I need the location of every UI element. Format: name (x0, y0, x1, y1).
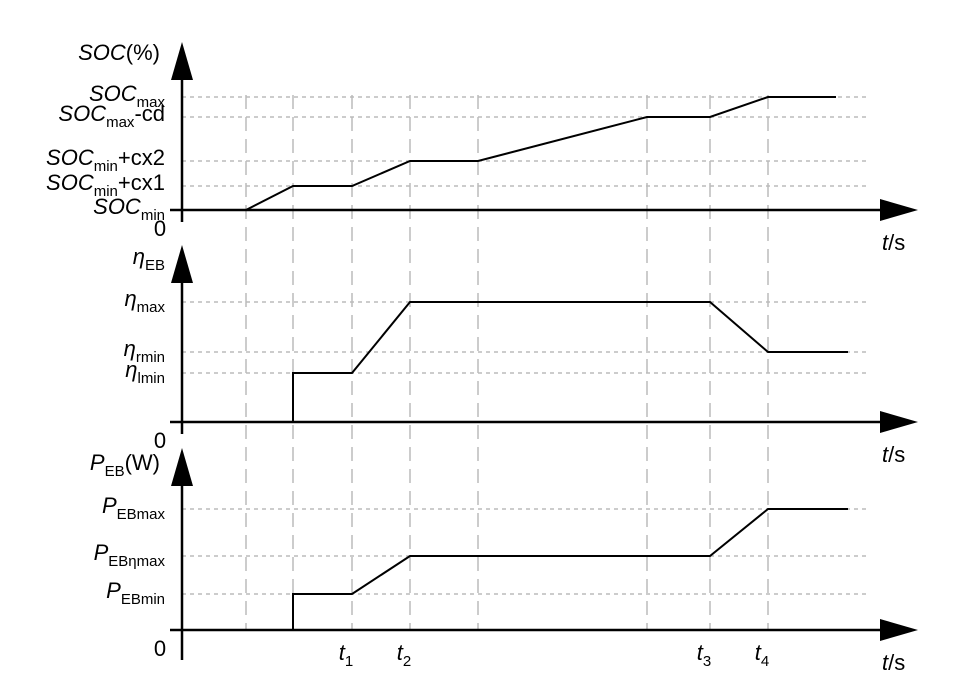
label: SOCmin+cx1 (46, 170, 165, 200)
label-main: P (106, 578, 121, 603)
label-main: η (133, 244, 145, 269)
label-sub: EBηmax (108, 553, 165, 570)
label-sub: max (137, 94, 166, 111)
label-main: SOC (58, 101, 106, 126)
label-sub: max (137, 299, 166, 316)
label-sub: 1 (345, 653, 353, 670)
label-main: t (882, 230, 889, 255)
label: ηEB (133, 244, 165, 274)
label: ηmax (124, 286, 165, 316)
label-after: +cx1 (118, 170, 165, 195)
label-sub: EB (145, 257, 165, 274)
label-main: t (755, 640, 762, 665)
label-main: SOC (78, 40, 126, 65)
label-sub: lmin (137, 370, 165, 387)
label-main: SOC (46, 170, 94, 195)
label-main: SOC (93, 194, 141, 219)
label: PEB(W) (90, 450, 160, 480)
label-after: +cx2 (118, 145, 165, 170)
label-main: SOC (89, 81, 137, 106)
label: ηlmin (125, 357, 165, 387)
label-after: /s (888, 650, 905, 675)
label-main: t (397, 640, 404, 665)
label-after: (%) (126, 40, 160, 65)
label-sub: 4 (761, 653, 769, 670)
label: PEBηmax (94, 540, 166, 570)
label-main: P (90, 450, 105, 475)
label-main: P (102, 493, 117, 518)
label: SOCmin (93, 194, 165, 224)
label-main: t (882, 442, 889, 467)
label-main: η (125, 357, 137, 382)
origin-label: 0 (154, 428, 166, 453)
curves (182, 96, 848, 631)
label-main: P (94, 540, 109, 565)
label-sub: 2 (403, 653, 411, 670)
label: SOCmin+cx2 (46, 145, 165, 175)
label-after: /s (888, 230, 905, 255)
label: t4 (755, 640, 769, 670)
label-after: /s (888, 442, 905, 467)
label: SOCmax-cd (58, 101, 165, 131)
label: SOC(%) (78, 40, 160, 65)
label-main: t (697, 640, 704, 665)
label-main: t (339, 640, 346, 665)
guides (182, 95, 870, 630)
label: t/s (882, 442, 905, 467)
label-main: SOC (46, 145, 94, 170)
label-main: η (124, 336, 136, 361)
label-sub: EBmin (121, 591, 165, 608)
label: PEBmin (106, 578, 165, 608)
label-sub: EB (105, 463, 125, 480)
label: t2 (397, 640, 411, 670)
label: t/s (882, 650, 905, 675)
label-sub: rmin (136, 349, 165, 366)
origin-label: 0 (154, 636, 166, 661)
label-after: (W) (125, 450, 160, 475)
label-sub: max (106, 114, 135, 131)
label: t/s (882, 230, 905, 255)
label: t1 (339, 640, 353, 670)
label-main: t (882, 650, 889, 675)
label: t3 (697, 640, 711, 670)
label-sub: min (94, 183, 118, 200)
label: PEBmax (102, 493, 166, 523)
label: ηrmin (124, 336, 165, 366)
label-sub: 3 (703, 653, 711, 670)
label-sub: min (141, 207, 165, 224)
origin-label: 0 (154, 216, 166, 241)
label-after: -cd (134, 101, 165, 126)
label: SOCmax (89, 81, 166, 111)
label-sub: min (94, 158, 118, 175)
label-sub: EBmax (117, 506, 166, 523)
label-main: η (124, 286, 136, 311)
